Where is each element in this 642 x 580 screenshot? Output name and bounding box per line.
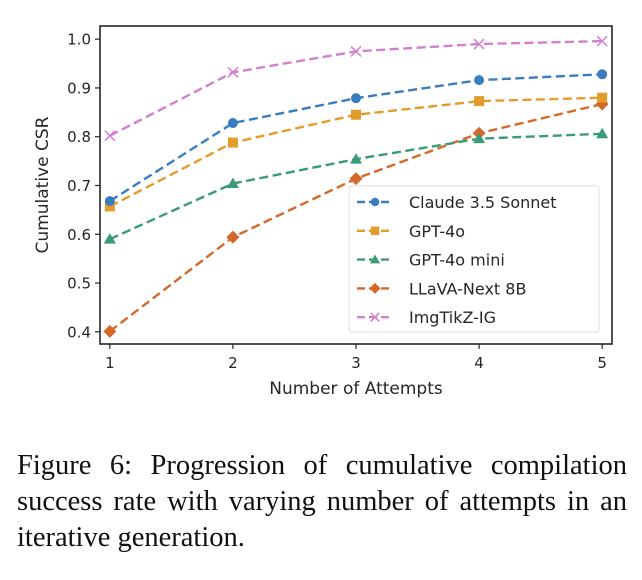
legend-label: Claude 3.5 Sonnet — [409, 193, 557, 212]
legend-marker — [369, 254, 381, 264]
data-point — [596, 127, 609, 139]
data-point — [473, 38, 485, 50]
data-point — [474, 75, 485, 86]
data-point — [103, 324, 117, 338]
data-point — [597, 69, 608, 80]
figure-caption: Figure 6: Progression of cumulative comp… — [17, 450, 627, 553]
legend-entry: ImgTikZ-IG — [357, 308, 496, 327]
y-tick-label: 0.9 — [67, 79, 91, 97]
line-chart: 0.4 0.5 0.6 0.7 0.8 0.9 1.0 1 2 3 4 5 Claude 3.5 So… — [33, 25, 613, 399]
y-tick-label: 0.6 — [67, 226, 91, 244]
data-point — [103, 233, 116, 244]
y-tick-label: 1.0 — [67, 31, 91, 49]
data-point — [350, 153, 362, 164]
series-gpt-4o-mini — [103, 127, 609, 244]
legend-marker — [370, 226, 380, 236]
legend-label: GPT-4o mini — [409, 251, 505, 270]
data-point — [349, 172, 363, 186]
x-tick-label: 4 — [474, 354, 484, 372]
data-point — [351, 109, 361, 120]
legend-label: GPT-4o — [409, 222, 465, 241]
legend-marker — [370, 197, 380, 207]
data-point — [104, 130, 116, 142]
legend-marker — [370, 312, 380, 322]
data-point — [474, 96, 485, 107]
legend-entry: LLaVA-Next 8B — [357, 279, 526, 298]
data-point — [350, 45, 362, 57]
y-tick-label: 0.8 — [67, 128, 91, 146]
legend: Claude 3.5 Sonnet GPT-4o GPT-4o mini LLaVA-… — [348, 185, 600, 333]
x-tick-label: 1 — [105, 354, 115, 372]
x-tick-label: 2 — [228, 354, 238, 372]
data-point — [597, 92, 608, 103]
data-point — [227, 137, 238, 148]
legend-entry: Claude 3.5 Sonnet — [357, 193, 557, 212]
data-point — [351, 93, 361, 104]
x-axis-label: Number of Attempts — [269, 379, 443, 399]
legend-entry: GPT-4o mini — [357, 251, 505, 270]
legend-label: LLaVA-Next 8B — [409, 279, 526, 298]
data-point — [227, 66, 239, 78]
x-tick-label: 5 — [597, 354, 607, 372]
series-gpt-4o — [104, 92, 608, 212]
data-point — [473, 132, 486, 144]
axes: 0.4 0.5 0.6 0.7 0.8 0.9 1.0 1 2 3 4 5 — [67, 31, 607, 372]
y-axis-label: Cumulative CSR — [33, 116, 53, 253]
data-point — [104, 201, 115, 212]
series-claude-3-5-sonnet — [104, 69, 608, 207]
data-point — [104, 196, 115, 207]
y-tick-label: 0.4 — [67, 323, 91, 341]
plot-frame — [99, 25, 613, 345]
series-layer — [103, 35, 609, 338]
x-tick-label: 3 — [351, 354, 361, 372]
series-imgtikz-ig — [104, 35, 608, 142]
data-point — [226, 177, 239, 189]
data-point — [596, 35, 608, 47]
legend-marker — [369, 282, 381, 294]
legend-entry: GPT-4o — [357, 222, 465, 241]
y-tick-label: 0.7 — [67, 177, 91, 195]
data-point — [226, 230, 240, 244]
data-point — [227, 118, 238, 129]
legend-label: ImgTikZ-IG — [409, 308, 496, 327]
y-tick-label: 0.5 — [67, 275, 91, 293]
legend-box — [348, 185, 600, 333]
